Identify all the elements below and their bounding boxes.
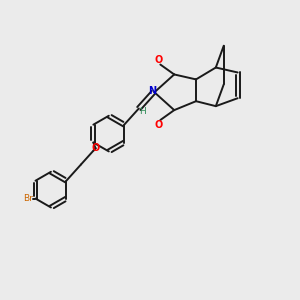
Text: O: O	[154, 55, 163, 64]
Text: H: H	[139, 107, 146, 116]
Text: O: O	[154, 120, 163, 130]
Text: O: O	[92, 143, 100, 153]
Text: N: N	[148, 86, 156, 96]
Text: Br: Br	[22, 194, 32, 203]
